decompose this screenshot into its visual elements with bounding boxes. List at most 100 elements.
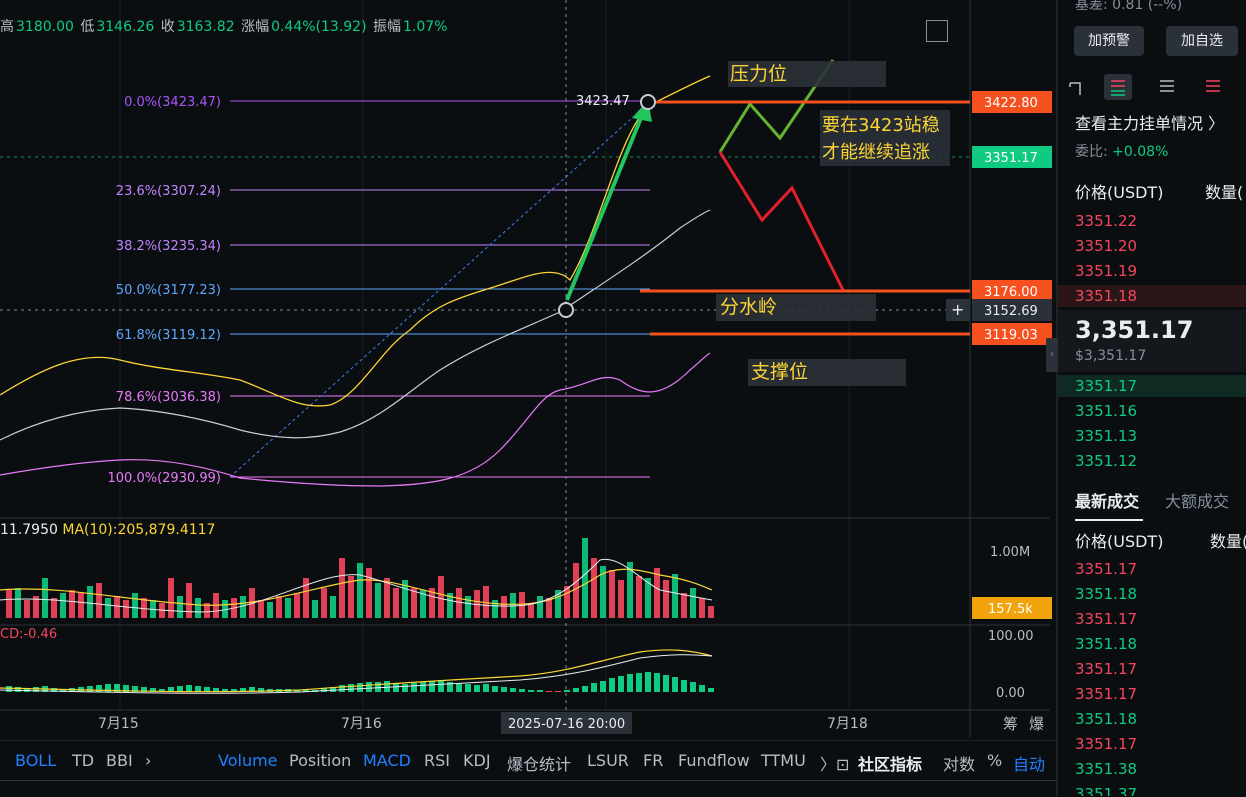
- tab-boll[interactable]: BOLL: [15, 751, 57, 770]
- macd-dea: [0, 654, 713, 694]
- trade-row[interactable]: 3351.38: [1075, 760, 1138, 778]
- volume-bar: [204, 603, 210, 618]
- bottom-strip: [0, 780, 1246, 797]
- percent-scale-toggle[interactable]: %: [987, 751, 1003, 770]
- tab-td[interactable]: TD: [72, 751, 95, 770]
- support-label-bg: [748, 359, 906, 386]
- bid-row[interactable]: 3351.16: [1075, 402, 1138, 420]
- main-orders-link[interactable]: 查看主力挂单情况 〉: [1075, 114, 1225, 133]
- add-favorite-button[interactable]: 加自选: [1166, 26, 1238, 56]
- indicator-toolbar: BOLL TD BBI › Volume Position MACD RSI K…: [0, 740, 1056, 781]
- trade-row[interactable]: 3351.37: [1075, 785, 1138, 796]
- tab-latest-trades[interactable]: 最新成交: [1075, 492, 1140, 511]
- tab-position[interactable]: Position: [289, 751, 352, 770]
- trade-row[interactable]: 3351.17: [1075, 660, 1138, 678]
- volume-bar: [321, 588, 327, 618]
- fullscreen-icon[interactable]: [926, 20, 948, 42]
- volume-bar: [186, 583, 192, 618]
- ask-row[interactable]: 3351.19: [1075, 262, 1138, 280]
- tab-bbi[interactable]: BBI: [106, 751, 133, 770]
- tab-macd[interactable]: MACD: [363, 751, 411, 770]
- volume-bar: [69, 590, 75, 618]
- volume-bar: [96, 583, 102, 618]
- volume-bar: [141, 598, 147, 618]
- trade-row[interactable]: 3351.17: [1075, 560, 1138, 578]
- macd-bar: [51, 688, 57, 692]
- tab-fundflow[interactable]: Fundflow: [678, 751, 750, 770]
- macd-bar: [123, 685, 129, 692]
- tab-lsur[interactable]: LSUR: [587, 751, 629, 770]
- volume-bar: [690, 588, 696, 618]
- tab-volume[interactable]: Volume: [218, 751, 278, 770]
- volume-bar: [60, 593, 66, 618]
- macd-bar: [321, 688, 327, 692]
- tab-rsi[interactable]: RSI: [424, 751, 450, 770]
- price-header: 价格(USDT): [1075, 183, 1164, 202]
- qty-header: 数量(: [1205, 183, 1244, 202]
- trade-row[interactable]: 3351.17: [1075, 735, 1138, 753]
- macd-bar: [591, 683, 597, 692]
- auto-scale-toggle[interactable]: 自动: [1013, 755, 1046, 774]
- volume-bar: [618, 580, 624, 618]
- crosshair-tag-bg: [972, 299, 1052, 321]
- panel-collapse-handle[interactable]: ›: [1046, 338, 1058, 372]
- bid-row[interactable]: 3351.12: [1075, 452, 1138, 470]
- macd-bar: [483, 684, 489, 692]
- macd-bar: [663, 675, 669, 692]
- macd-bar: [96, 685, 102, 692]
- tab-kdj[interactable]: KDJ: [463, 751, 491, 770]
- volume-bar: [411, 588, 417, 618]
- add-alert-button[interactable]: 加预警: [1074, 26, 1144, 56]
- chart-area[interactable]: 0.0%(3423.47) 23.6%(3307.24) 38.2%(3235.34…: [0, 0, 1056, 738]
- trade-row[interactable]: 3351.17: [1075, 610, 1138, 628]
- ask-row[interactable]: 3351.18: [1075, 287, 1138, 305]
- more-main-indicators-icon[interactable]: ›: [145, 751, 152, 770]
- volume-bar: [681, 593, 687, 618]
- trade-row[interactable]: 3351.17: [1075, 685, 1138, 703]
- volume-bar: [303, 578, 309, 618]
- bid-row[interactable]: 3351.17: [1075, 377, 1138, 395]
- macd-bar: [708, 688, 714, 692]
- tab-fr[interactable]: FR: [643, 751, 664, 770]
- macd-bar: [168, 687, 174, 692]
- volume-bar: [366, 568, 372, 618]
- view-bids-icon: [1160, 80, 1174, 92]
- volume-bar: [591, 558, 597, 618]
- macd-axis-zero: 0.00: [996, 686, 1025, 701]
- ask-row[interactable]: 3351.22: [1075, 212, 1138, 230]
- macd-histogram: [0, 649, 714, 694]
- macd-bar: [420, 682, 426, 692]
- amplitude-value: 1.07%: [403, 19, 448, 35]
- chips-button: 筹: [1003, 715, 1018, 733]
- tab-liquidation[interactable]: 爆仓统计: [507, 755, 572, 774]
- ask-row[interactable]: 3351.20: [1075, 237, 1138, 255]
- community-indicators-button[interactable]: 社区指标: [858, 755, 923, 774]
- volume-bar: [672, 574, 678, 618]
- price-axis: 3500.003450.003400.003350.003300.003250.…: [98, 91, 1052, 734]
- log-scale-toggle[interactable]: 对数: [943, 755, 976, 774]
- macd-bar: [627, 674, 633, 692]
- volume-bar: [78, 593, 84, 618]
- macd-bar: [519, 689, 525, 692]
- price-chart[interactable]: 0.0%(3423.47) 23.6%(3307.24) 38.2%(3235.34…: [0, 0, 1056, 738]
- note-bg: [820, 110, 950, 166]
- macd-bar: [654, 673, 660, 692]
- tab-ttmu[interactable]: TTMU: [761, 751, 806, 770]
- expand-icon[interactable]: 〉⊡: [820, 755, 850, 774]
- trade-row[interactable]: 3351.18: [1075, 710, 1138, 728]
- watershed-label: 分水岭: [720, 296, 777, 318]
- trade-row[interactable]: 3351.18: [1075, 635, 1138, 653]
- bid-row[interactable]: 3351.13: [1075, 427, 1138, 445]
- support-tag: 3119.03: [984, 328, 1038, 343]
- tab-large-trades[interactable]: 大额成交: [1165, 492, 1230, 511]
- crosshair-time: 2025-07-16 20:00: [508, 717, 625, 732]
- trade-row[interactable]: 3351.18: [1075, 585, 1138, 603]
- close-value: 3163.82: [176, 19, 235, 35]
- basis-label: 基差: 0.81 (--%): [1075, 0, 1183, 13]
- macd-bar: [60, 689, 66, 692]
- macd-bar: [681, 680, 687, 692]
- resistance-label: 压力位: [730, 63, 787, 85]
- bid-highlight: [1058, 375, 1246, 397]
- macd-bar: [600, 681, 606, 692]
- boll-upper: [0, 75, 711, 407]
